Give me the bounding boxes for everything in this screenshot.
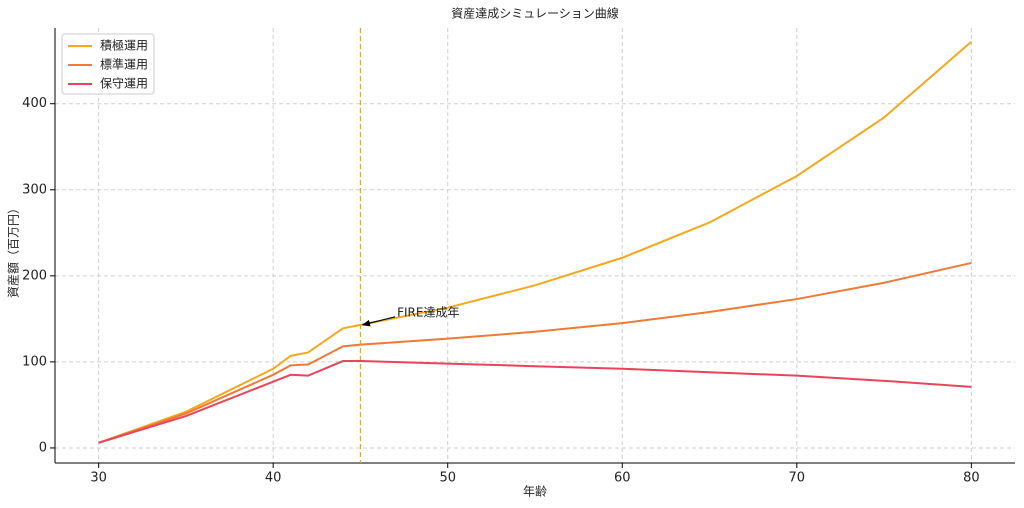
- y-axis-label: 資産額（百万円）: [6, 202, 21, 298]
- legend-label: 標準運用: [100, 57, 148, 72]
- legend-box: [61, 33, 155, 95]
- y-tick-label: 100: [22, 354, 47, 369]
- annotation-arrow: [361, 316, 396, 327]
- y-tick-label: 200: [22, 268, 47, 283]
- x-tick-label: 40: [265, 471, 282, 486]
- series-line: [98, 41, 973, 444]
- y-tick-label: 400: [22, 96, 47, 111]
- legend-label: 保守運用: [100, 77, 148, 91]
- y-tick-label: 300: [22, 182, 47, 197]
- x-tick-label: 60: [614, 471, 631, 486]
- x-tick-label: 80: [963, 471, 980, 486]
- x-tick-label: 70: [789, 471, 806, 486]
- series-line: [98, 360, 972, 444]
- y-tick-label: 0: [39, 440, 47, 455]
- legend-label: 積極運用: [100, 38, 148, 53]
- x-axis-label: 年齢: [523, 484, 547, 499]
- annotation-text: FIRE達成年: [397, 305, 459, 319]
- x-tick-label: 30: [90, 471, 107, 486]
- x-tick-label: 50: [439, 471, 456, 486]
- chart-title: 資産達成シミュレーション曲線: [451, 6, 619, 21]
- series-line: [98, 261, 972, 444]
